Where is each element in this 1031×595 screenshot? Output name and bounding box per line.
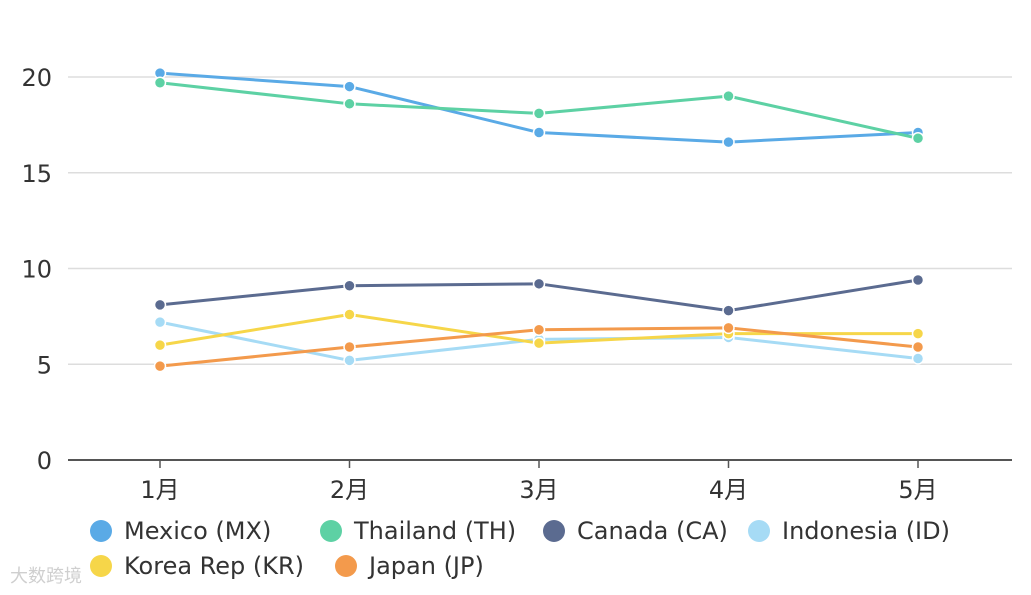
legend-marker xyxy=(320,520,342,542)
legend-marker xyxy=(90,520,112,542)
x-tick-label: 5月 xyxy=(898,476,937,504)
legend-label: Japan (JP) xyxy=(369,552,484,580)
legend-item[interactable]: Korea Rep (KR) xyxy=(90,549,304,583)
legend-label: Korea Rep (KR) xyxy=(124,552,305,580)
data-point[interactable] xyxy=(153,315,167,329)
data-point[interactable] xyxy=(343,340,356,354)
data-point[interactable] xyxy=(911,132,925,145)
legend-item[interactable]: Japan (JP) xyxy=(335,549,484,583)
grid-lines xyxy=(68,76,1012,365)
data-point[interactable] xyxy=(532,336,546,350)
legend-item[interactable]: Mexico (MX) xyxy=(90,514,271,548)
data-point[interactable] xyxy=(153,298,167,312)
legend-marker xyxy=(748,520,770,542)
data-point[interactable] xyxy=(722,321,735,335)
y-tick-label: 10 xyxy=(21,256,52,284)
data-point[interactable] xyxy=(153,359,167,373)
data-point[interactable] xyxy=(532,323,546,337)
data-point[interactable] xyxy=(343,279,356,292)
data-point[interactable] xyxy=(343,97,356,111)
data-point[interactable] xyxy=(911,327,925,340)
y-tick-label: 5 xyxy=(37,351,52,379)
data-point[interactable] xyxy=(532,107,546,120)
axes: 0 5 10 15 20 1月 2月 3月 4月 5月 xyxy=(21,64,1012,504)
legend-label: Indonesia (ID) xyxy=(782,517,950,545)
data-point[interactable] xyxy=(153,76,167,89)
x-tick-label: 1月 xyxy=(140,476,179,504)
data-point[interactable] xyxy=(343,80,356,93)
data-point[interactable] xyxy=(722,304,735,317)
y-tick-label: 20 xyxy=(21,64,52,92)
data-point[interactable] xyxy=(911,340,925,354)
data-point[interactable] xyxy=(911,352,925,365)
legend-label: Thailand (TH) xyxy=(354,517,517,545)
legend-item[interactable]: Indonesia (ID) xyxy=(748,514,950,548)
data-point[interactable] xyxy=(343,308,356,321)
series-2 xyxy=(153,273,925,317)
legend-label: Mexico (MX) xyxy=(124,517,272,545)
legend-label: Canada (CA) xyxy=(577,517,728,545)
legend-marker xyxy=(543,520,565,542)
x-tick-label: 4月 xyxy=(709,476,748,504)
x-tick-label: 2月 xyxy=(330,476,369,504)
data-point[interactable] xyxy=(722,135,735,149)
data-point[interactable] xyxy=(911,273,925,287)
watermark-text: 大数跨境 xyxy=(10,566,82,587)
y-tick-label: 0 xyxy=(37,447,52,475)
data-point[interactable] xyxy=(153,338,167,352)
series-1 xyxy=(153,76,925,145)
legend-item[interactable]: Canada (CA) xyxy=(543,514,728,548)
series-5 xyxy=(153,321,925,373)
data-point[interactable] xyxy=(532,126,546,139)
data-point[interactable] xyxy=(722,89,735,103)
legend-marker xyxy=(90,555,112,577)
y-tick-label: 15 xyxy=(21,160,52,188)
legend-item[interactable]: Thailand (TH) xyxy=(320,514,516,548)
x-tick-label: 3月 xyxy=(519,476,558,504)
legend-marker xyxy=(335,555,357,577)
data-point[interactable] xyxy=(343,354,356,367)
data-point[interactable] xyxy=(532,277,546,291)
series-layer xyxy=(153,66,925,373)
